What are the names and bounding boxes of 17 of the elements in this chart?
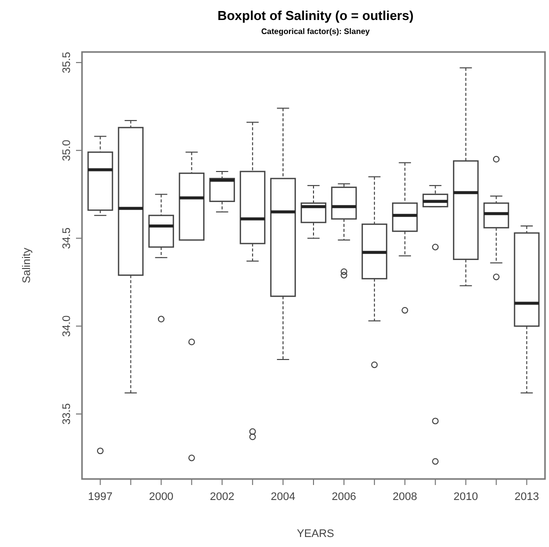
y-axis-title: Salinity	[21, 247, 33, 284]
chart-title: Boxplot of Salinity (o = outliers)	[217, 8, 414, 23]
y-tick-label: 34.0	[61, 315, 73, 337]
x-axis-title: YEARS	[296, 528, 334, 540]
x-tick-label: 2013	[514, 491, 539, 503]
y-tick-label: 35.0	[61, 140, 73, 162]
x-tick-label: 2008	[392, 491, 418, 503]
y-tick-label: 34.5	[61, 228, 73, 249]
x-tick-label: 2002	[210, 491, 234, 503]
x-tick-label: 1997	[88, 491, 113, 503]
x-tick-label: 2010	[454, 491, 478, 503]
x-tick-label: 2004	[270, 491, 296, 503]
y-tick-label: 33.5	[61, 403, 73, 425]
x-tick-label: 2006	[332, 491, 356, 503]
x-tick-label: 2000	[148, 491, 174, 503]
chart-subtitle: Categorical factor(s): Slaney	[261, 27, 370, 36]
y-tick-label: 35.5	[61, 52, 73, 74]
